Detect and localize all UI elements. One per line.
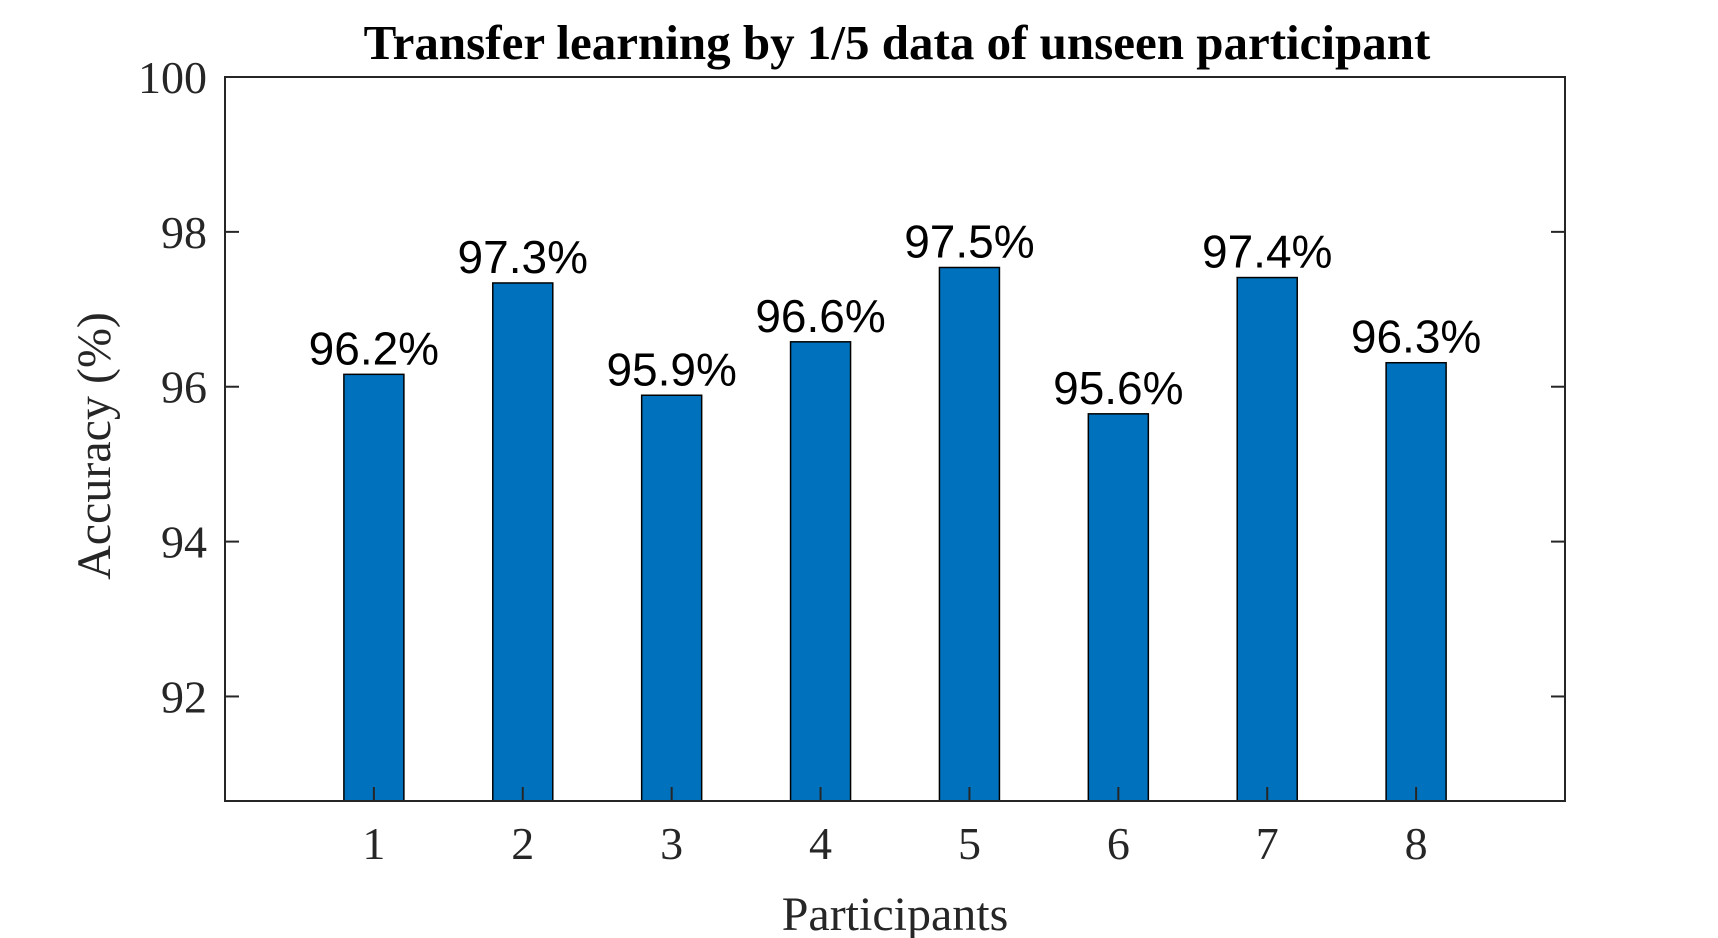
plot-frame: [224, 76, 1566, 802]
x-tick-label: 5: [958, 818, 981, 869]
x-tick-label: 2: [511, 818, 534, 869]
bar-participant-2: [492, 282, 554, 802]
bar-participant-8: [1385, 361, 1447, 802]
x-axis-ticks: 1 2 3 4 5 6 7 8: [362, 787, 1428, 869]
data-label: 96.2%: [309, 322, 439, 374]
y-tick-label: 100: [138, 52, 207, 103]
bars-layer: [343, 266, 1447, 802]
data-label: 97.3%: [458, 231, 588, 283]
y-tick-label: 96: [161, 362, 207, 413]
data-label: 97.5%: [904, 215, 1034, 267]
data-label: 96.3%: [1351, 311, 1481, 363]
bar-participant-7: [1236, 276, 1298, 802]
data-labels-layer: 96.2% 97.3% 95.9% 96.6% 97.5% 95.6% 97.4% 96.3%: [309, 215, 1482, 413]
y-tick-label: 98: [161, 207, 207, 258]
chart-title: Transfer learning by 1/5 data of unseen …: [364, 15, 1431, 70]
data-label: 96.6%: [755, 290, 885, 342]
x-axis-title: Participants: [782, 888, 1009, 938]
x-tick-label: 4: [809, 818, 832, 869]
x-tick-label: 8: [1405, 818, 1428, 869]
y-tick-label: 92: [161, 671, 207, 722]
bar-participant-6: [1087, 413, 1150, 802]
y-axis-title: Accuracy (%): [68, 312, 121, 580]
x-tick-label: 6: [1107, 818, 1130, 869]
x-tick-label: 7: [1256, 818, 1279, 869]
bar-participant-3: [640, 394, 703, 802]
x-tick-label: 1: [362, 818, 385, 869]
data-label: 95.6%: [1053, 362, 1183, 414]
data-label: 97.4%: [1202, 226, 1332, 278]
y-tick-label: 94: [161, 517, 207, 568]
x-tick-label: 3: [660, 818, 683, 869]
bar-participant-1: [343, 373, 405, 802]
bar-participant-5: [938, 266, 1001, 802]
bar-participant-4: [789, 341, 852, 802]
data-label: 95.9%: [606, 343, 736, 395]
y-axis-ticks: 92 94 96 98 100: [138, 52, 1565, 722]
